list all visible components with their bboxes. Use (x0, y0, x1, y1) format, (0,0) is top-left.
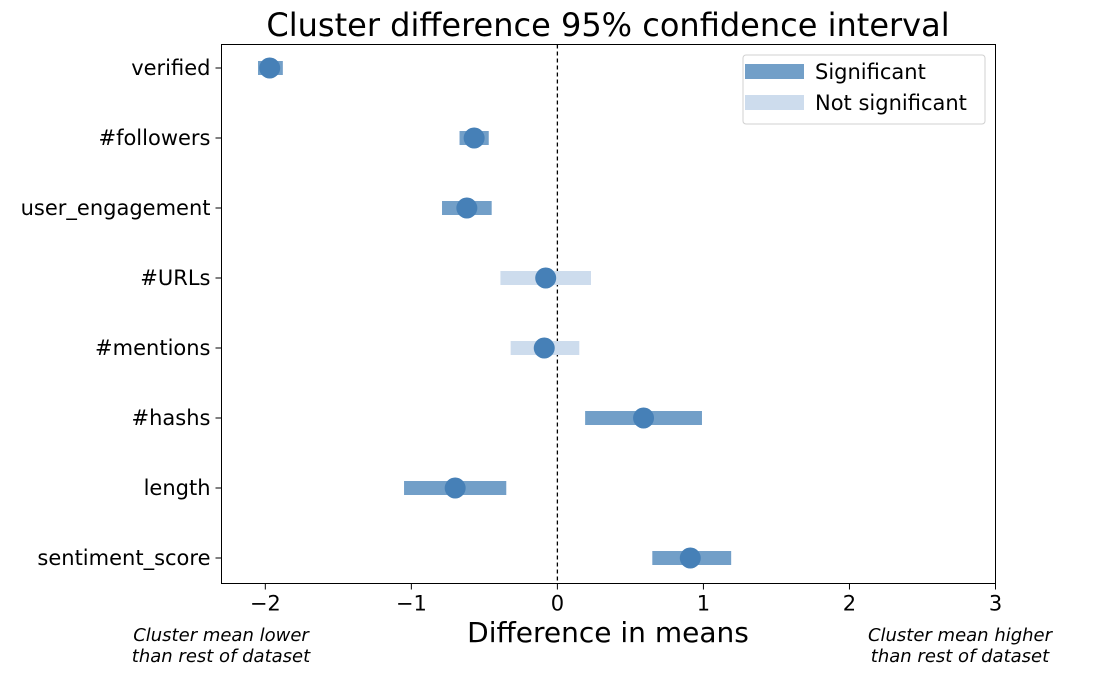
legend-label-not-significant: Not significant (815, 91, 967, 115)
y-tick-label: sentiment_score (37, 546, 210, 571)
y-tick-label: verified (131, 56, 210, 80)
mean-point (533, 337, 555, 359)
y-tick-label: #mentions (95, 336, 210, 360)
legend-swatch-not-significant (745, 95, 804, 110)
legend-swatch-significant (745, 64, 804, 79)
mean-point (535, 267, 557, 289)
y-tick-label: user_engagement (21, 196, 211, 221)
chart-title: Cluster difference 95% confidence interv… (266, 6, 949, 44)
annotation-right: Cluster mean higher than rest of dataset (835, 625, 1085, 667)
x-tick-label: 2 (843, 592, 856, 616)
y-tick-label: length (144, 476, 211, 500)
legend: Significant Not significant (742, 54, 986, 125)
annotation-right-line-1: Cluster mean higher (867, 625, 1053, 646)
mean-point (259, 57, 281, 79)
annotation-right-line-2: than rest of dataset (870, 646, 1050, 667)
x-axis-label: Difference in means (467, 616, 749, 649)
x-tick-label: −1 (396, 592, 427, 616)
mean-point (633, 407, 655, 429)
annotation-left-line-1: Cluster mean lower (133, 625, 309, 646)
x-tick-label: −2 (250, 592, 281, 616)
legend-label-significant: Significant (815, 60, 926, 84)
mean-point (444, 477, 466, 499)
x-tick-label: 1 (697, 592, 710, 616)
x-tick-label: 0 (551, 592, 564, 616)
y-tick-label: #followers (98, 126, 210, 150)
y-tick-label: #URLs (140, 266, 210, 290)
x-tick-label: 3 (989, 592, 1002, 616)
annotation-left-line-2: than rest of dataset (131, 646, 311, 667)
mean-point (463, 127, 485, 149)
plot-frame (221, 44, 996, 584)
annotation-left: Cluster mean lower than rest of dataset (91, 625, 351, 667)
mean-point (679, 547, 701, 569)
mean-point (456, 197, 478, 219)
y-tick-label: #hashs (132, 406, 211, 430)
